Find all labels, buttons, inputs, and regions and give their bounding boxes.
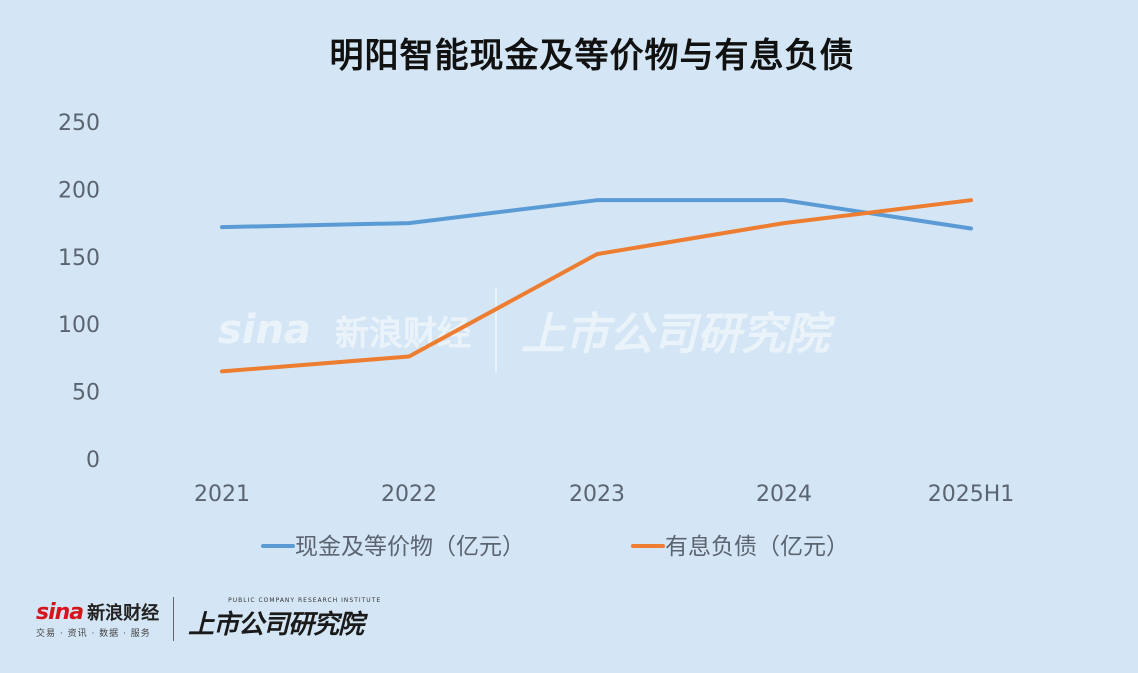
institute-en: PUBLIC COMPANY RESEARCH INSTITUTE: [228, 597, 382, 604]
institute-cn: 上市公司研究院: [188, 610, 364, 640]
x-tick-label: 2024: [756, 482, 812, 507]
legend-label-1: 有息负债（亿元）: [665, 534, 849, 560]
footer-logo: sina 新浪财经 交易 · 资讯 · 数据 · 服务 PUBLIC COMPA…: [36, 596, 381, 642]
series-line-1: [220, 198, 973, 374]
sina-cn: 新浪财经: [87, 603, 160, 624]
institute-logo: PUBLIC COMPANY RESEARCH INSTITUTE 上市公司研究…: [188, 597, 381, 641]
x-axis-ticks: 2021 2022 2023 2024 2025H1: [194, 482, 1014, 507]
x-tick-label: 2021: [194, 482, 250, 507]
y-tick-label: 150: [58, 246, 100, 271]
y-tick-label: 200: [58, 178, 100, 203]
y-tick-label: 0: [86, 448, 100, 473]
y-axis-ticks: 0 50 100 150 200 250: [58, 111, 100, 473]
x-tick-label: 2022: [381, 482, 437, 507]
chart-title: 明阳智能现金及等价物与有息负债: [329, 36, 855, 76]
series-line-0: [220, 198, 973, 231]
x-tick-label: 2025H1: [928, 482, 1015, 507]
y-tick-label: 100: [58, 313, 100, 338]
x-tick-label: 2023: [569, 482, 625, 507]
logo-divider: [173, 597, 175, 641]
sina-word: sina: [36, 600, 84, 625]
sina-finance-logo: sina 新浪财经 交易 · 资讯 · 数据 · 服务: [36, 599, 159, 639]
series-lines: [220, 198, 973, 374]
y-tick-label: 50: [72, 381, 100, 406]
y-tick-label: 250: [58, 111, 100, 136]
sina-subtitle: 交易 · 资讯 · 数据 · 服务: [36, 629, 151, 639]
legend: 现金及等价物（亿元） 有息负债（亿元）: [261, 534, 849, 560]
legend-label-0: 现金及等价物（亿元）: [295, 534, 525, 560]
